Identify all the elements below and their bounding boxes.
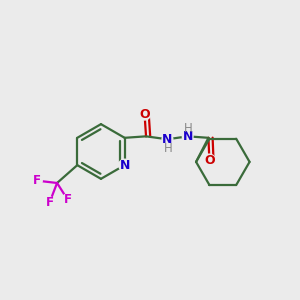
Circle shape (139, 108, 151, 120)
Circle shape (62, 194, 73, 205)
Text: H: H (164, 142, 172, 155)
Circle shape (162, 134, 173, 145)
Text: O: O (139, 107, 150, 121)
Circle shape (182, 131, 193, 142)
Text: N: N (182, 130, 193, 143)
Circle shape (203, 154, 215, 166)
Text: H: H (184, 122, 193, 134)
Text: O: O (204, 154, 215, 166)
Text: F: F (46, 196, 54, 209)
Text: F: F (33, 174, 41, 187)
Text: F: F (64, 193, 71, 206)
Circle shape (44, 197, 55, 208)
Circle shape (32, 175, 42, 186)
Circle shape (119, 159, 130, 171)
Text: N: N (162, 133, 172, 146)
Text: N: N (119, 159, 130, 172)
